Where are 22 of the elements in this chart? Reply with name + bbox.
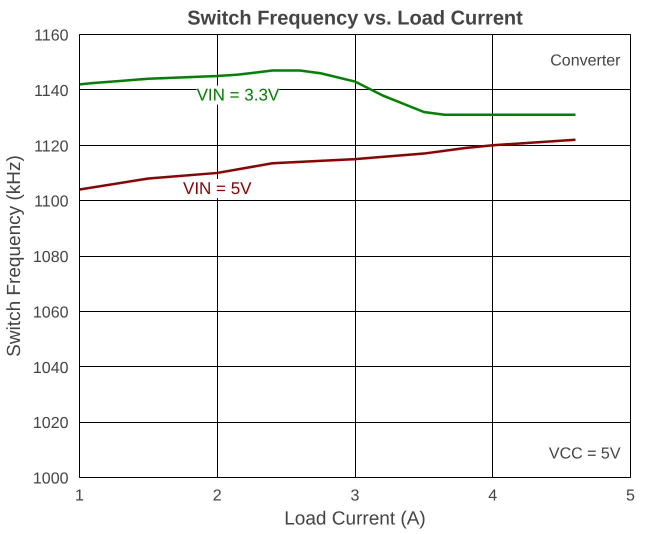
annotation: VCC = 5V bbox=[548, 446, 621, 462]
y-tick-label: 1060 bbox=[32, 304, 69, 322]
annotation: Converter bbox=[550, 52, 622, 70]
x-tick-label: 4 bbox=[488, 488, 498, 504]
series-label: VIN = 5V bbox=[182, 178, 252, 198]
chart-title: Switch Frequency vs. Load Current bbox=[187, 8, 524, 30]
x-tick-label: 5 bbox=[626, 488, 636, 504]
y-tick-label: 1160 bbox=[34, 28, 69, 44]
y-tick-label: 1000 bbox=[32, 470, 69, 488]
y-tick-label: 1040 bbox=[32, 360, 69, 377]
x-tick-label: 1 bbox=[75, 488, 84, 504]
y-tick-label: 1080 bbox=[32, 249, 69, 266]
x-tick-label: 2 bbox=[212, 488, 222, 504]
y-tick-label: 1120 bbox=[34, 138, 69, 156]
y-axis-title: Switch Frequency (kHz) bbox=[4, 155, 25, 357]
x-tick-label: 3 bbox=[350, 488, 360, 504]
line-series bbox=[80, 69, 577, 116]
series-label: VIN = 3.3V bbox=[196, 86, 280, 105]
y-tick-label: 1020 bbox=[32, 415, 69, 432]
y-tick-label: 1140 bbox=[34, 82, 69, 100]
x-axis-title: Load Current (A) bbox=[284, 508, 426, 530]
y-tick-label: 1100 bbox=[34, 194, 69, 211]
